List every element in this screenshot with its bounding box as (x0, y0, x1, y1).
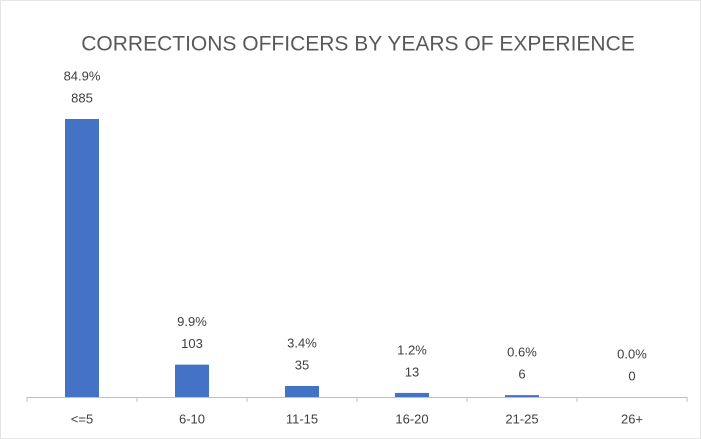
value-label: 103 (181, 336, 203, 351)
bar (175, 364, 209, 397)
percent-label: 9.9% (177, 314, 207, 329)
bar (65, 119, 99, 397)
value-label: 0 (628, 368, 635, 383)
bar (395, 392, 429, 397)
x-tick-label: 21-25 (505, 411, 538, 426)
percent-label: 3.4% (287, 335, 317, 350)
percent-label: 0.6% (507, 345, 537, 360)
percent-label: 84.9% (64, 68, 101, 83)
value-label: 885 (71, 90, 93, 105)
value-label: 35 (295, 357, 309, 372)
percent-label: 1.2% (397, 342, 427, 357)
value-label: 13 (405, 364, 419, 379)
x-tick-label: 26+ (621, 411, 643, 426)
bar (285, 386, 319, 397)
x-tick-label: <=5 (71, 411, 93, 426)
percent-label: 0.0% (617, 346, 647, 361)
x-tick-label: 11-15 (286, 411, 318, 426)
x-tick-label: 16-20 (395, 411, 428, 426)
bar (505, 395, 539, 397)
value-label: 6 (518, 367, 525, 382)
x-tick-label: 6-10 (179, 411, 205, 426)
chart-title: CORRECTIONS OFFICERS BY YEARS OF EXPERIE… (81, 33, 635, 56)
